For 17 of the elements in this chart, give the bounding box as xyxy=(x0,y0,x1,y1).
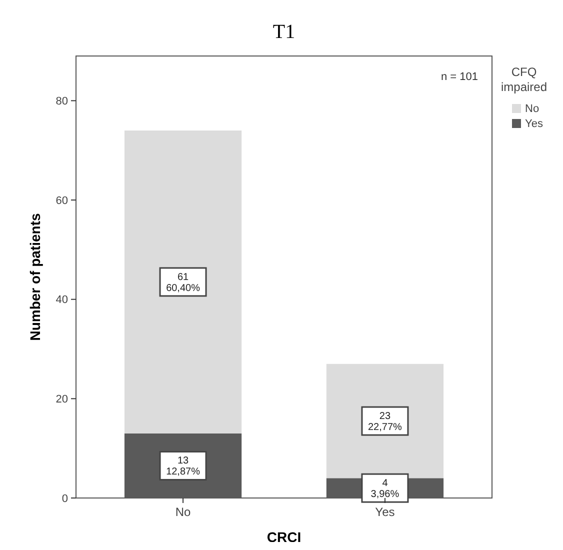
data-label: 23 22,77% xyxy=(368,411,402,434)
data-label: 13 12,87% xyxy=(166,456,200,478)
y-tick-label: 0 xyxy=(62,492,68,505)
data-label: 61 60,40% xyxy=(166,272,200,294)
chart-title: T1 xyxy=(272,21,296,43)
y-tick-label: 80 xyxy=(56,96,68,108)
y-tick-label: 20 xyxy=(56,394,68,406)
annotation: n = 101 xyxy=(440,71,478,83)
bar xyxy=(124,130,242,434)
data-label: 4 3,96% xyxy=(370,478,400,500)
x-axis-title: CRCI xyxy=(266,529,302,545)
y-tick-label: 60 xyxy=(56,194,68,207)
legend-label: Yes xyxy=(525,118,544,130)
y-axis-title: Number of patients xyxy=(27,213,43,341)
legend-label: No xyxy=(525,103,540,115)
y-tick-label: 40 xyxy=(56,294,68,306)
legend-title: CFQ impaired xyxy=(500,65,548,94)
